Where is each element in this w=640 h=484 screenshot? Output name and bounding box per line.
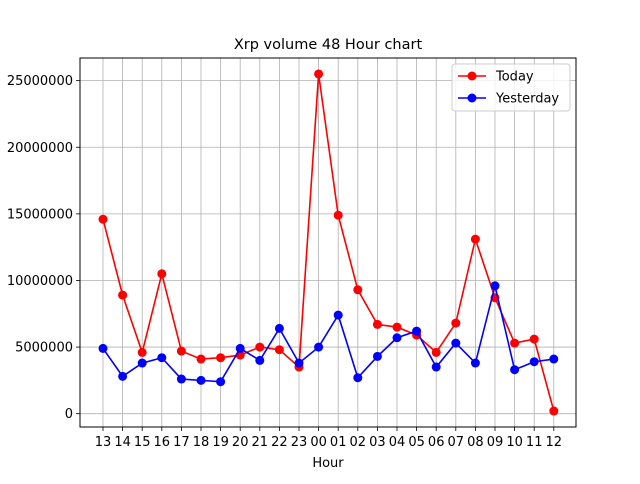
data-point-yesterday [176,374,186,384]
x-tick-label: 22 [271,435,288,450]
data-point-yesterday [392,333,402,343]
x-tick-label: 16 [154,435,171,450]
x-tick-label: 00 [310,435,327,450]
y-tick-label: 25000000 [7,74,73,89]
data-point-yesterday [333,310,343,320]
data-point-yesterday [353,373,363,383]
x-axis-ticks: 13 14 15 16 17 18 19 20 21 22 23 00 01 02 03 04 05 06 07 08… [95,427,562,450]
data-point-today [470,234,480,244]
x-axis-label: Hour [312,456,344,471]
data-point-yesterday [490,281,500,291]
data-point-yesterday [412,326,422,336]
legend-marker-today [467,71,477,81]
data-point-today [137,347,147,357]
y-tick-label: 5000000 [15,341,73,356]
data-point-today [353,285,363,295]
data-point-yesterday [157,353,167,363]
data-point-yesterday [549,354,559,364]
data-point-today [176,346,186,356]
y-axis-ticks: 0 5000000 10000000 15000000 20000000 25000000 [7,74,80,422]
y-tick-label: 20000000 [7,141,73,156]
data-point-yesterday [431,362,441,372]
x-tick-label: 03 [369,435,386,450]
data-point-today [333,210,343,220]
x-tick-label: 10 [506,435,523,450]
data-point-yesterday [510,365,520,375]
data-point-yesterday [98,343,108,353]
data-point-today [157,269,167,279]
x-tick-label: 07 [448,435,465,450]
series-line-today [102,73,555,412]
data-point-yesterday [294,358,304,368]
data-point-today [392,322,402,332]
y-tick-label: 15000000 [7,207,73,222]
legend: Today Yesterday [451,63,571,112]
data-point-yesterday [137,358,147,368]
x-tick-label: 09 [487,435,504,450]
legend-label-today: Today [495,70,534,85]
data-point-today [196,354,206,364]
x-tick-label: 23 [291,435,308,450]
x-tick-label: 08 [467,435,484,450]
data-point-yesterday [372,351,382,361]
data-point-today [274,345,284,355]
data-point-today [372,319,382,329]
data-point-today [529,334,539,344]
data-point-today [510,338,520,348]
data-point-yesterday [118,371,128,381]
x-tick-label: 15 [134,435,151,450]
data-point-today [255,342,265,352]
x-tick-label: 17 [173,435,190,450]
x-tick-label: 19 [212,435,229,450]
data-point-today [314,69,324,79]
data-point-today [98,214,108,224]
legend-marker-yesterday [467,93,477,103]
data-point-today [549,406,559,416]
data-point-yesterday [451,338,461,348]
x-tick-label: 14 [114,435,131,450]
y-tick-label: 0 [65,407,73,422]
data-point-yesterday [235,343,245,353]
data-point-today [451,318,461,328]
y-tick-label: 10000000 [7,274,73,289]
x-tick-label: 06 [428,435,445,450]
x-tick-label: 05 [408,435,425,450]
plot-area-frame [79,57,577,428]
series-line-yesterday [102,285,554,383]
x-tick-label: 04 [389,435,406,450]
series-lines [98,69,559,416]
x-tick-label: 13 [95,435,112,450]
data-point-today [431,347,441,357]
legend-label-yesterday: Yesterday [495,92,559,107]
data-point-yesterday [196,375,206,385]
x-tick-label: 21 [252,435,269,450]
data-point-yesterday [314,342,324,352]
data-point-today [216,353,226,363]
data-point-yesterday [255,355,265,365]
x-tick-label: 20 [232,435,249,450]
data-point-yesterday [529,357,539,367]
chart-title: Xrp volume 48 Hour chart [234,37,423,53]
data-point-today [118,290,128,300]
x-tick-label: 12 [546,435,563,450]
x-tick-label: 02 [350,435,367,450]
data-point-yesterday [216,377,226,387]
data-point-yesterday [274,323,284,333]
x-tick-label: 01 [330,435,347,450]
x-tick-label: 11 [526,435,543,450]
x-tick-label: 18 [193,435,210,450]
data-point-yesterday [470,358,480,368]
